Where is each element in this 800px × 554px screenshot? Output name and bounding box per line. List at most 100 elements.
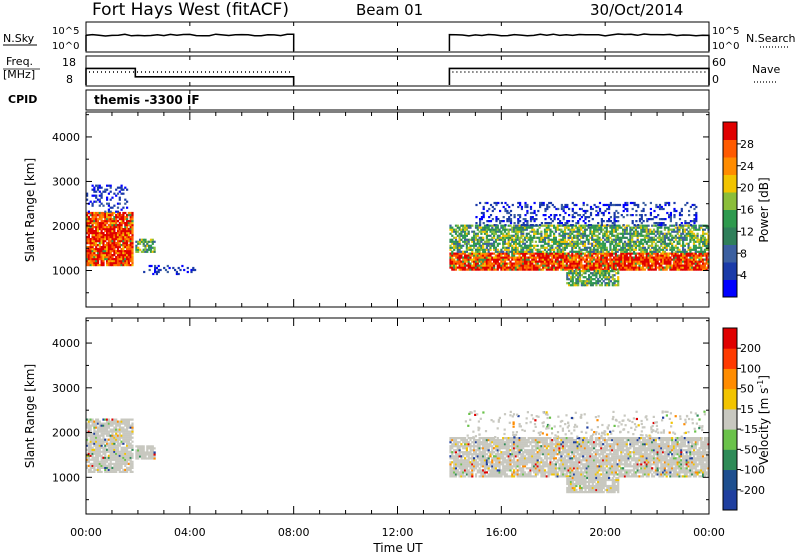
velocity-cell — [107, 450, 110, 453]
power-cell — [534, 248, 537, 251]
power-cell — [113, 246, 116, 249]
power-cell — [600, 226, 603, 229]
power-cell — [449, 232, 452, 235]
velocity-cell — [102, 434, 105, 437]
power-cell — [576, 264, 579, 267]
power-cell — [518, 244, 521, 247]
power-cell — [520, 234, 523, 237]
velocity-cell — [464, 439, 467, 442]
power-cell — [543, 254, 547, 257]
power-cell — [582, 256, 585, 259]
velocity-cell — [118, 422, 121, 425]
power-cell — [620, 232, 623, 235]
velocity-cell — [106, 458, 109, 461]
power-cell — [493, 201, 496, 205]
power-cell — [689, 264, 692, 267]
velocity-cell — [111, 446, 114, 449]
power-cell — [616, 260, 619, 263]
power-cell — [620, 256, 623, 259]
power-cell — [96, 218, 100, 221]
power-cell — [680, 254, 683, 257]
power-cell — [683, 260, 686, 263]
power-cell — [89, 238, 92, 241]
velocity-cell — [104, 470, 107, 473]
power-cell — [649, 264, 652, 267]
power-cell — [547, 254, 550, 257]
power-cell — [464, 238, 467, 241]
power-cell — [580, 262, 583, 265]
velocity-cell — [95, 422, 98, 425]
power-cell — [606, 272, 609, 275]
power-cell — [575, 203, 578, 207]
power-cell — [605, 232, 608, 235]
power-cell — [131, 264, 134, 267]
power-cell — [698, 252, 701, 255]
power-cell — [638, 246, 641, 249]
velocity-cell — [469, 463, 472, 466]
power-cell — [503, 238, 507, 241]
power-cell — [453, 268, 456, 271]
power-cell — [618, 266, 621, 269]
power-cell — [534, 244, 537, 247]
velocity-cell — [96, 458, 100, 461]
power-cell — [694, 248, 697, 251]
power-cell — [693, 214, 696, 217]
power-cell — [502, 216, 505, 219]
velocity-cell — [451, 471, 454, 474]
power-cell — [616, 224, 619, 227]
nsky-tick-top: 10^5 — [52, 26, 79, 37]
velocity-cell — [96, 454, 100, 457]
power-cell — [494, 238, 497, 241]
power-cell — [627, 252, 630, 255]
power-cell — [542, 246, 545, 249]
power-cell — [531, 260, 534, 263]
power-cell — [642, 242, 645, 245]
power-cell — [634, 242, 637, 245]
power-cell — [543, 248, 547, 251]
power-cell — [689, 266, 692, 269]
power-cell — [118, 218, 121, 221]
power-cell — [604, 284, 607, 287]
power-cell — [523, 244, 527, 247]
power-cell — [678, 211, 682, 215]
power-cell — [500, 236, 503, 239]
power-cell — [102, 211, 105, 215]
power-cell — [575, 211, 578, 215]
velocity-cell — [113, 446, 116, 449]
velocity-cell — [451, 443, 454, 446]
velocity-cell — [107, 418, 110, 421]
power-cell — [578, 272, 582, 275]
velocity-cell — [100, 434, 103, 437]
power-cell — [131, 260, 134, 263]
power-cell — [685, 256, 688, 259]
power-cell — [192, 266, 195, 270]
power-cell — [656, 256, 659, 259]
power-cell — [126, 256, 129, 259]
power-cell — [480, 246, 483, 249]
velocity-cell — [451, 455, 454, 458]
power-cell — [614, 230, 617, 233]
power-cell — [602, 274, 605, 277]
power-cell — [634, 232, 637, 235]
power-cell — [705, 254, 708, 257]
velocity-cell — [460, 437, 463, 440]
velocity-cell — [93, 440, 96, 443]
power-cell — [505, 252, 508, 255]
power-cell — [479, 220, 482, 223]
power-cell — [482, 256, 485, 259]
velocity-cell — [102, 440, 105, 443]
power-cell — [465, 240, 468, 243]
power-cell — [594, 262, 597, 265]
power-cell — [576, 242, 579, 245]
power-cell — [496, 250, 499, 253]
power-cell — [576, 236, 579, 239]
power-cell — [513, 248, 516, 251]
power-cell — [154, 266, 157, 270]
velocity-cell — [87, 428, 90, 431]
power-cell — [574, 234, 577, 237]
power-cell — [93, 188, 96, 191]
power-cell — [487, 240, 490, 243]
velocity-cell — [102, 422, 105, 425]
power-cell — [109, 211, 112, 215]
